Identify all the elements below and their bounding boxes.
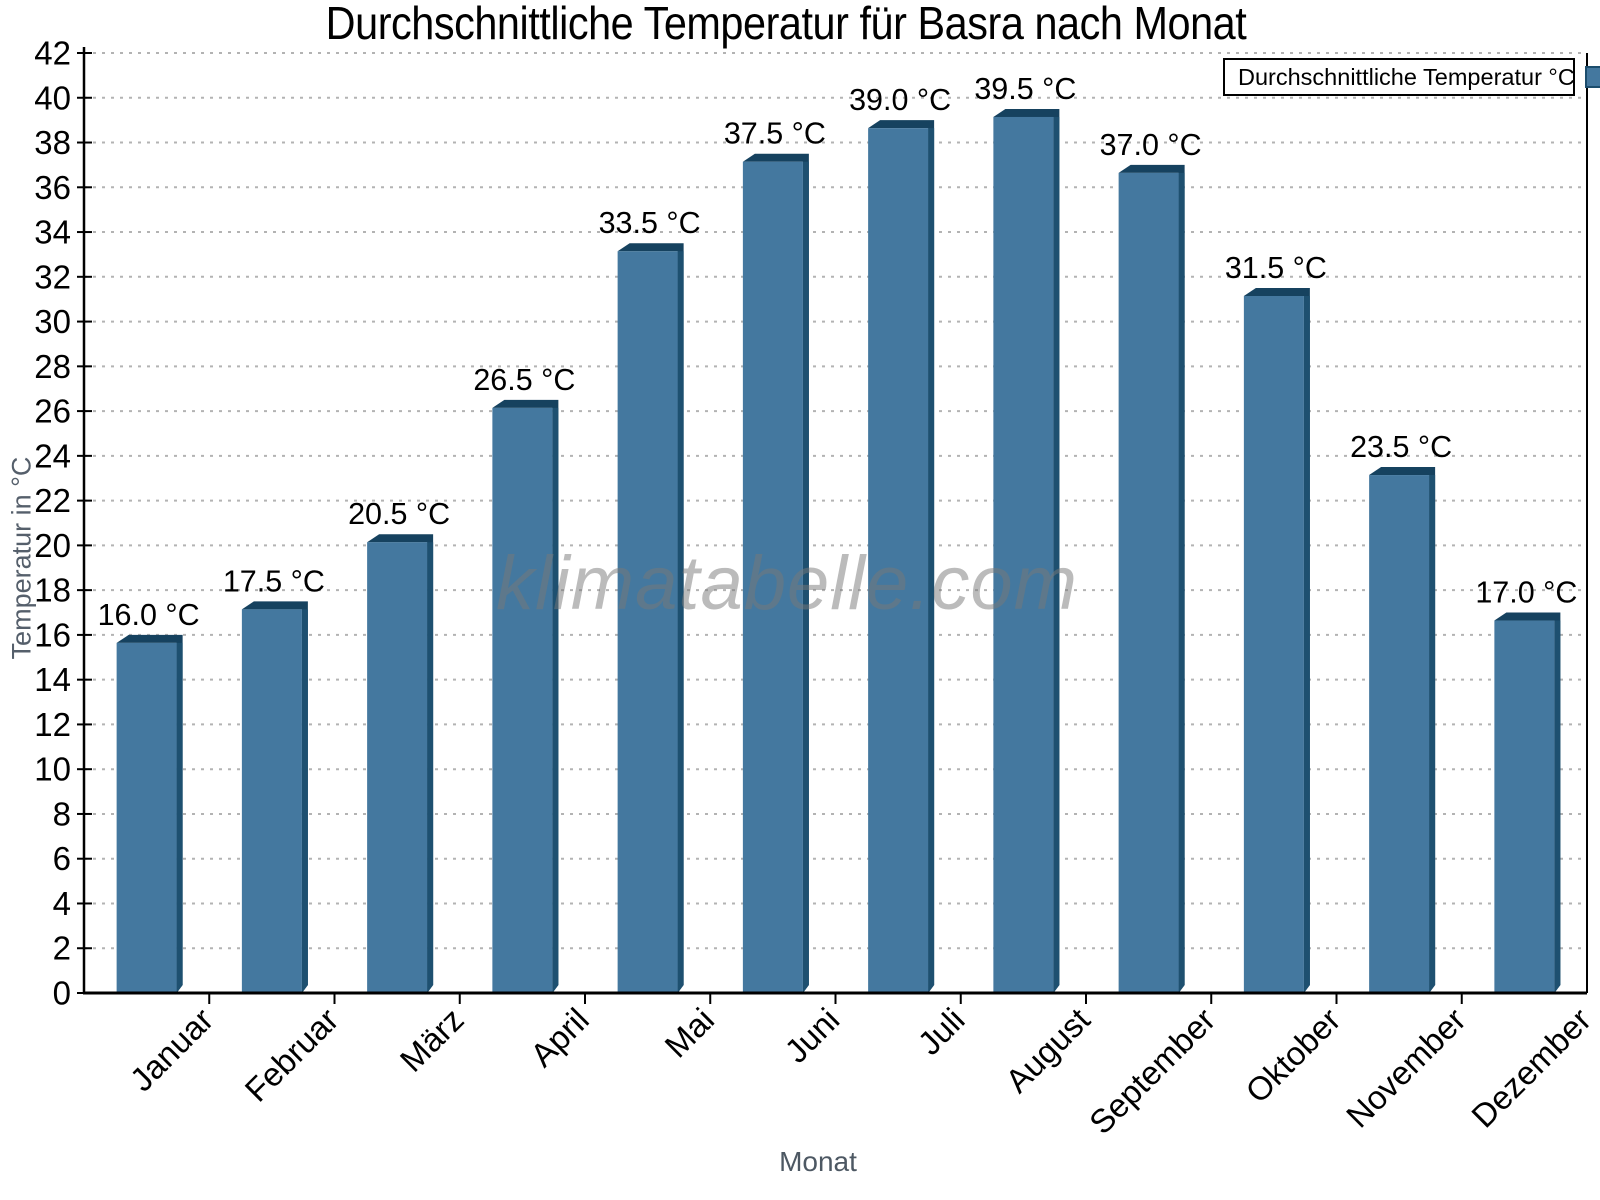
month-label-februar: Februar [238, 1001, 346, 1109]
bar-3d-side [1554, 620, 1561, 993]
bar-juli [868, 128, 929, 994]
y-axis-title: Temperatur in °C [6, 456, 37, 660]
month-label-november: November [1339, 1001, 1473, 1135]
month-label-september: September [1082, 1001, 1222, 1141]
bar-value-label: 20.5 °C [348, 497, 450, 531]
y-tick-label: 40 [34, 79, 71, 116]
bar-value-label: 26.5 °C [473, 363, 575, 397]
month-label-märz: März [393, 1001, 471, 1079]
month-label-juni: Juni [777, 1001, 846, 1070]
bar-value-label: 23.5 °C [1350, 430, 1452, 464]
bar-mai [617, 251, 678, 993]
bar-märz [367, 542, 428, 993]
y-tick-label: 16 [34, 616, 71, 653]
bar-value-label: 17.5 °C [223, 564, 325, 598]
bar-august [993, 116, 1054, 993]
bar-3d-side [552, 407, 559, 993]
bar-3d-side [1429, 475, 1436, 993]
bar-value-label: 31.5 °C [1225, 251, 1327, 285]
y-tick-label: 14 [34, 661, 71, 698]
bar-value-label: 37.0 °C [1100, 128, 1202, 162]
month-label-januar: Januar [123, 1001, 221, 1099]
month-label-dezember: Dezember [1464, 1001, 1598, 1135]
bar-juni [742, 161, 803, 993]
legend-label: Durchschnittliche Temperatur °C [1238, 63, 1575, 90]
month-label-oktober: Oktober [1238, 1001, 1347, 1110]
month-label-august: August [998, 1001, 1097, 1100]
y-tick-label: 2 [53, 930, 71, 967]
bar-3d-side [928, 128, 935, 994]
bar-3d-side [677, 251, 684, 993]
bar-value-label: 17.0 °C [1475, 576, 1577, 610]
y-tick-label: 20 [34, 527, 71, 564]
y-tick-label: 8 [53, 795, 71, 832]
y-tick-label: 36 [34, 169, 71, 206]
y-tick-label: 24 [34, 437, 71, 474]
chart-title: Durchschnittliche Temperatur für Basra n… [325, 0, 1247, 49]
bar-value-label: 37.5 °C [724, 117, 826, 151]
legend-color-swatch [1584, 66, 1600, 88]
bar-februar [241, 609, 302, 993]
bar-april [492, 407, 553, 993]
y-tick-label: 10 [34, 751, 71, 788]
y-tick-label: 26 [34, 393, 71, 430]
y-tick-label: 30 [34, 303, 71, 340]
bar-september [1118, 172, 1179, 993]
y-tick-label: 22 [34, 482, 71, 519]
month-label-april: April [523, 1001, 596, 1074]
bar-3d-side [1053, 116, 1060, 993]
y-tick-label: 34 [34, 214, 71, 251]
bar-oktober [1243, 296, 1304, 993]
bar-dezember [1494, 620, 1555, 993]
bar-november [1369, 475, 1430, 993]
y-tick-label: 42 [34, 35, 71, 72]
bar-3d-side [301, 609, 308, 993]
month-label-juli: Juli [911, 1001, 972, 1062]
bar-value-label: 39.5 °C [974, 72, 1076, 106]
y-tick-label: 0 [53, 975, 71, 1012]
y-tick-label: 4 [53, 885, 71, 922]
bar-januar [116, 642, 177, 993]
y-tick-label: 12 [34, 706, 71, 743]
y-tick-label: 28 [34, 348, 71, 385]
bar-3d-side [1178, 172, 1185, 993]
bar-3d-side [176, 642, 183, 993]
y-tick-label: 32 [34, 258, 71, 295]
bar-3d-side [1303, 296, 1310, 993]
month-label-mai: Mai [657, 1001, 721, 1065]
bar-value-label: 39.0 °C [849, 83, 951, 117]
bar-value-label: 16.0 °C [98, 598, 200, 632]
legend: Durchschnittliche Temperatur °C [1223, 58, 1600, 96]
x-axis-title: Monat [779, 1146, 857, 1177]
y-tick-label: 38 [34, 124, 71, 161]
y-tick-label: 6 [53, 840, 71, 877]
bar-value-label: 33.5 °C [599, 206, 701, 240]
bar-3d-side [802, 161, 809, 993]
bar-3d-side [427, 542, 434, 993]
y-tick-label: 18 [34, 572, 71, 609]
